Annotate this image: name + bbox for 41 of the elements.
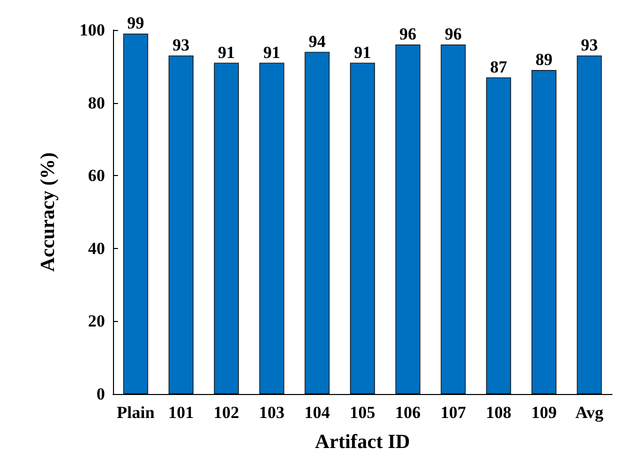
data-label: 99 (127, 14, 144, 33)
x-tick-label: 106 (395, 403, 421, 422)
bar (576, 55, 602, 394)
y-tick-label: 20 (88, 312, 105, 331)
bar (395, 44, 420, 394)
data-label: 96 (399, 24, 416, 44)
bar (304, 52, 330, 394)
data-label: 94 (308, 32, 326, 51)
bar (168, 55, 194, 394)
data-label: 91 (263, 42, 280, 62)
bar (259, 62, 284, 394)
data-label: 93 (172, 35, 190, 54)
bar (123, 34, 148, 394)
x-tick-label: Plain (116, 403, 156, 422)
data-label: 91 (354, 42, 371, 62)
x-tick-label: 107 (440, 403, 466, 422)
y-tick-label: 60 (88, 166, 105, 186)
x-axis-title: Artifact ID (315, 431, 410, 453)
bar (214, 62, 239, 394)
data-label: 91 (218, 42, 235, 62)
y-axis-title: Accuracy (%) (37, 152, 59, 272)
y-tick-label: 40 (88, 238, 105, 258)
y-tick-label: 0 (96, 384, 105, 404)
y-tick-label: 80 (88, 93, 105, 112)
data-label: 93 (580, 35, 598, 54)
x-tick-label: Avg (575, 403, 604, 422)
data-label: 89 (535, 50, 552, 70)
bar (486, 77, 512, 394)
x-tick-label: 104 (304, 403, 330, 422)
x-tick-label: 102 (214, 403, 240, 422)
x-tick-label: 101 (168, 403, 194, 422)
bar (531, 70, 556, 394)
data-label: 96 (444, 24, 462, 44)
x-tick-label: 108 (486, 403, 512, 422)
x-tick-label: 103 (259, 403, 285, 422)
x-tick-label: 105 (350, 403, 376, 422)
x-tick-label: 109 (531, 403, 557, 422)
data-label: 87 (490, 57, 508, 76)
bar (440, 44, 466, 394)
y-tick-label: 100 (80, 20, 105, 40)
bar (350, 62, 375, 394)
